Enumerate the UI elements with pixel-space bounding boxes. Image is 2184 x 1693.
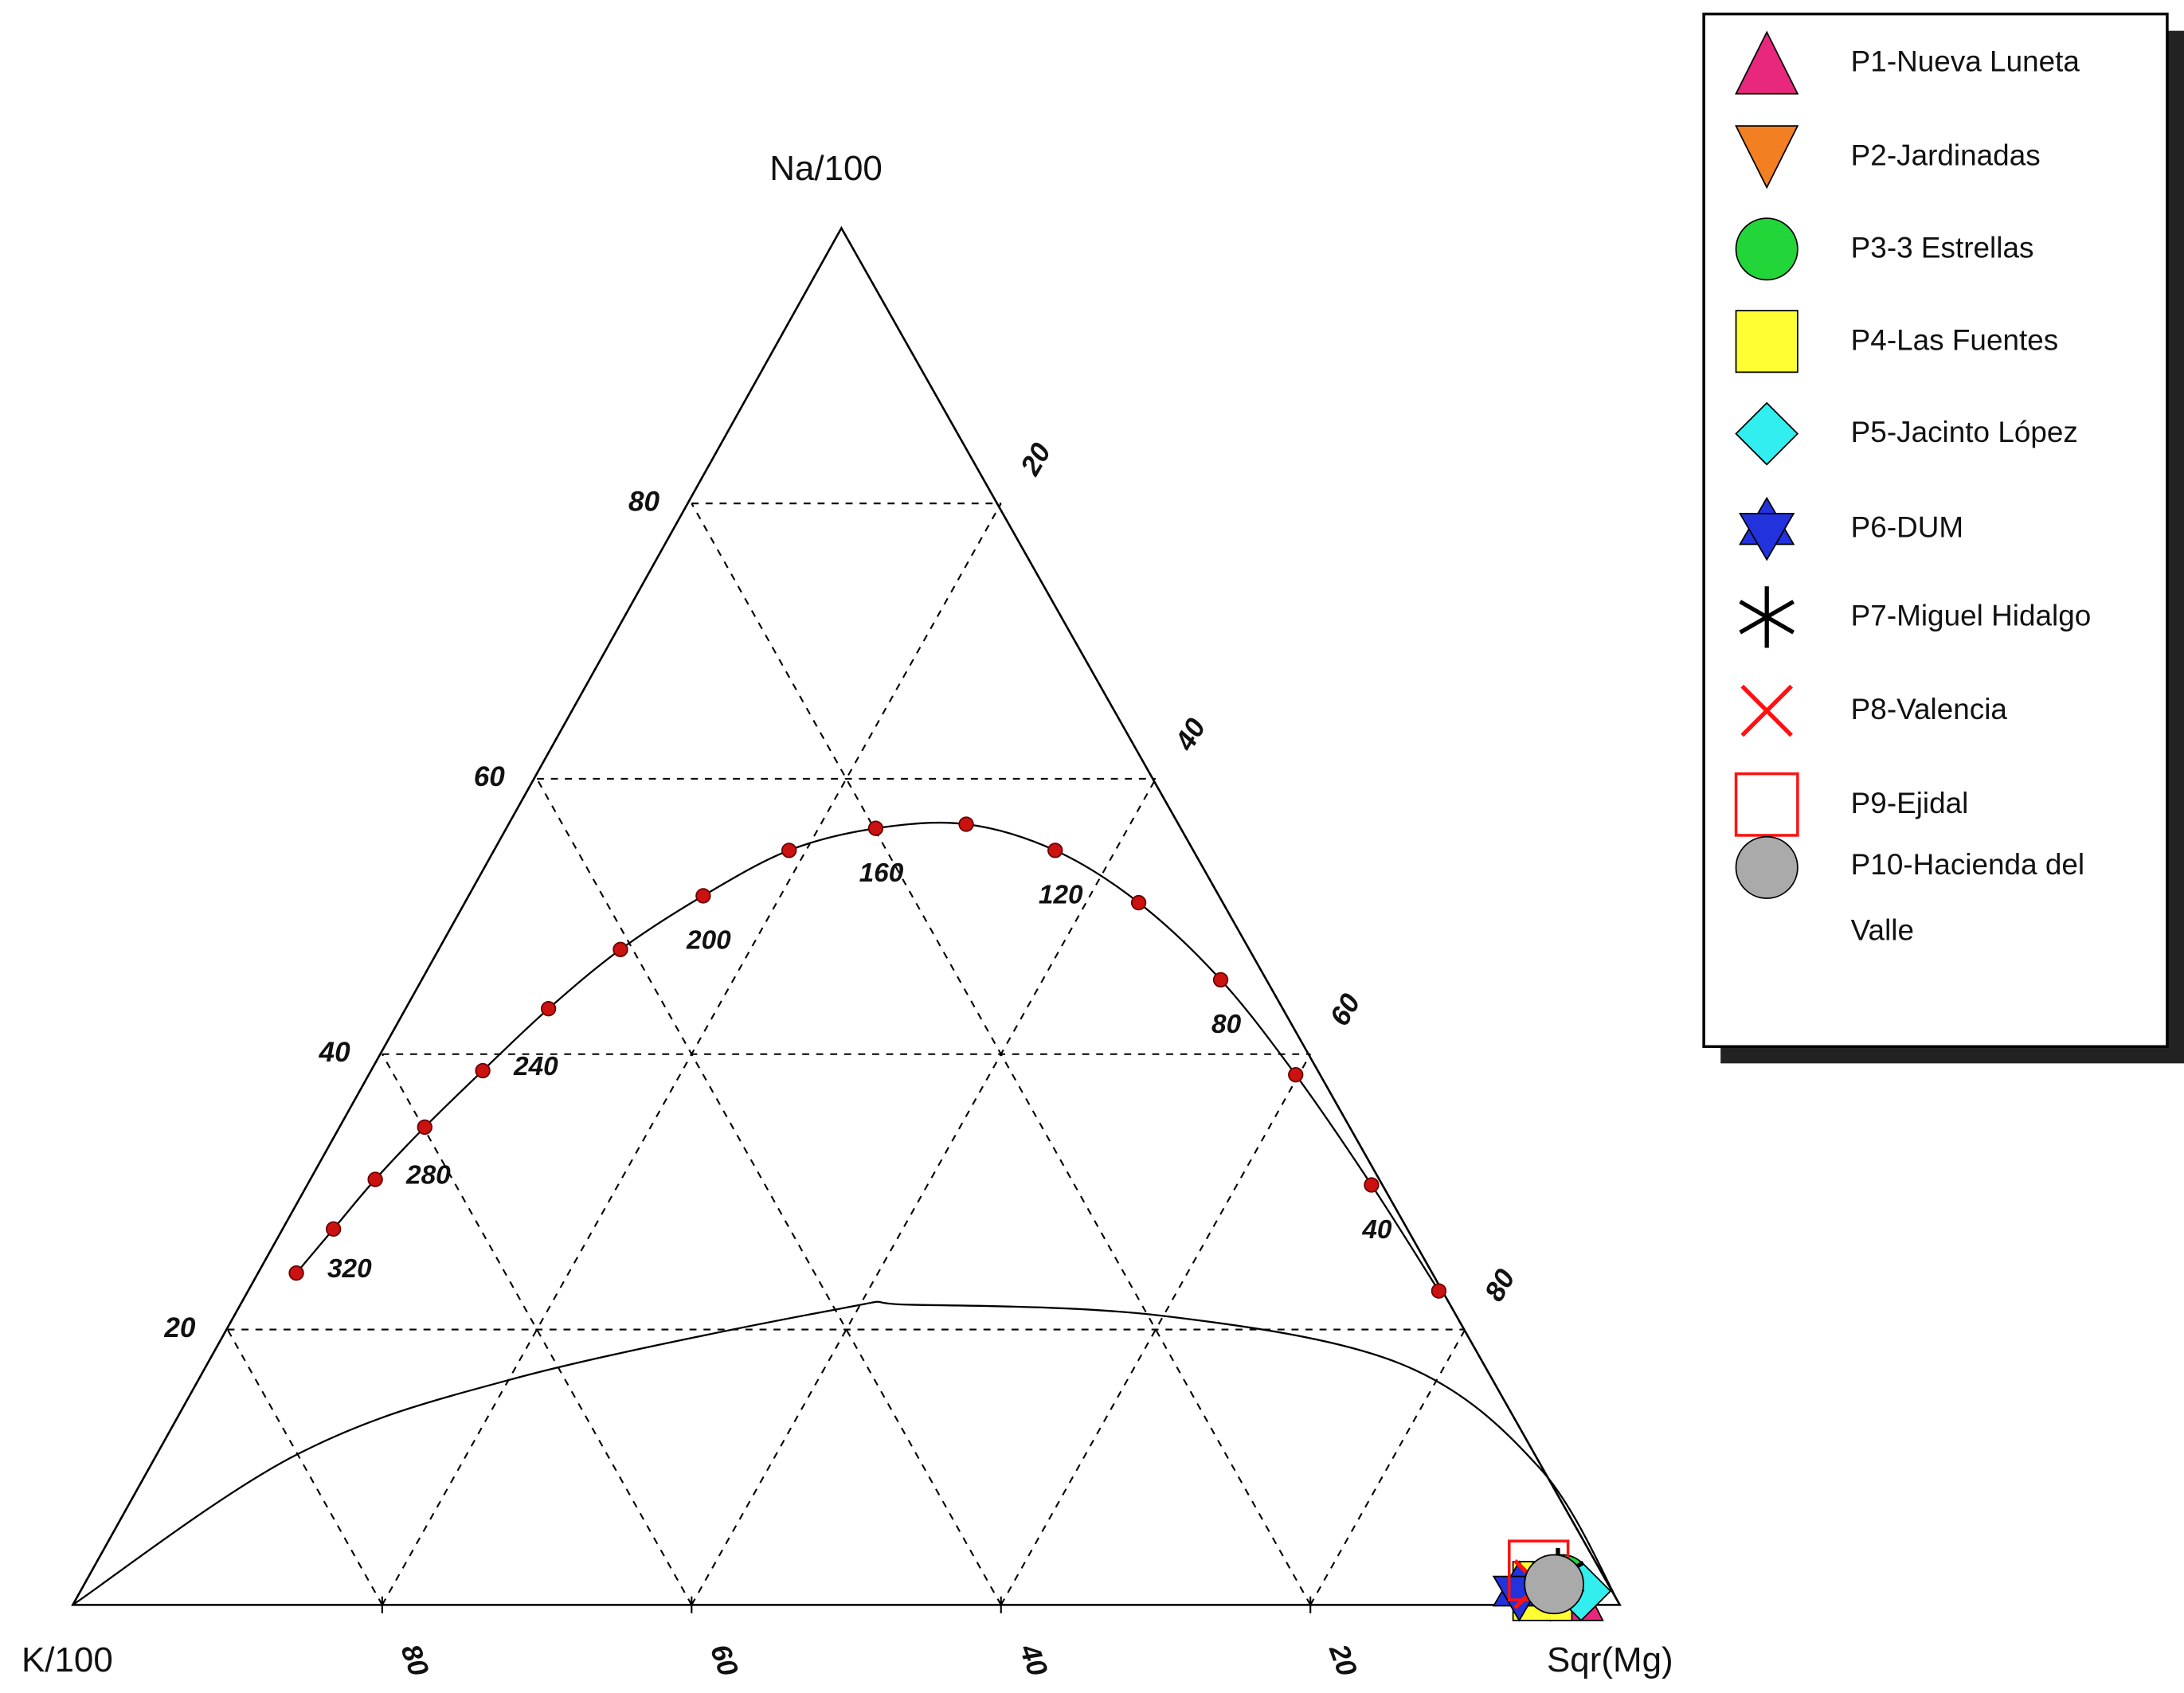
equilibrium-point [367,1171,383,1187]
grid-line [536,778,1002,1605]
marker-shape [1739,512,1795,561]
k-tick-label: 40 [1013,1640,1054,1680]
marker-shape [1735,125,1799,190]
legend-label: P4-Las Fuentes [1850,324,2059,358]
marker-shape [1735,310,1798,373]
legend-label: P6-DUM [1850,512,1964,545]
legend-marker [1735,217,1798,281]
legend-marker [1735,125,1799,190]
grid-line [226,1329,383,1605]
equilibrium-point [1212,972,1229,988]
mg-tick-label: 60 [1324,988,1367,1031]
legend-marker [1740,684,1794,737]
triangle-frame [71,225,1622,1606]
equilibrium-point [1288,1067,1304,1083]
legend-marker [1735,835,1798,899]
legend-entry: P7-Miguel Hidalgo [1850,600,2092,633]
grid-line [691,502,1312,1605]
k-axis-label: K/100 [22,1640,113,1679]
equilibrium-point [695,888,711,904]
legend-entry: P1-Nueva Luneta [1850,45,2080,79]
equilibrium-point [475,1062,491,1079]
marker-shape [1735,217,1798,281]
mg-tick-label: 40 [1169,713,1212,757]
marker-shape [1739,600,1795,635]
equilibrium-point [613,941,628,958]
equilibrium-point [781,843,797,858]
marker-shape [1524,1554,1584,1615]
legend-entry: P9-Ejidal [1850,788,1969,820]
legend-entry: P6-DUM [1850,512,1964,545]
equilibrium-point [1364,1177,1380,1193]
equilibrium-point [288,1265,304,1281]
partial-equilibrium-curve [72,1300,1621,1606]
k-tick-label: 60 [704,1640,744,1680]
legend-entry: P4-Las Fuentes [1850,324,2059,358]
legend-marker [1735,30,1799,95]
legend-label: P3-3 Estrellas [1850,232,2034,265]
legend-marker [1735,401,1799,466]
na-tick-label: 20 [163,1312,196,1343]
k-tick-label: 80 [395,1640,435,1680]
legend-label: P8-Valencia [1850,694,2007,726]
legend-entry: P8-Valencia [1850,694,2007,726]
legend-marker [1739,586,1795,648]
legend-marker [1739,496,1795,561]
full-equilibrium-curve [296,821,1440,1292]
equilibrium-point [1047,843,1063,858]
temperature-label: 160 [859,858,904,888]
legend-label: P10-Hacienda del Valle [1850,849,2085,948]
legend-entry: P3-3 Estrellas [1850,232,2034,265]
na-tick-label: 80 [628,486,660,517]
legend-entry: P2-Jardinadas [1850,139,2041,173]
na-tick-label: 40 [319,1037,351,1068]
marker-shape [1734,772,1799,837]
temperature-label: 320 [327,1254,372,1284]
equilibrium-point [958,816,974,832]
temperature-label: 240 [513,1052,558,1081]
legend-label: P5-Jacinto López [1850,416,2078,450]
legend-marker [1735,310,1798,373]
legend-label: P2-Jardinadas [1850,139,2041,173]
legend-label: P7-Miguel Hidalgo [1850,600,2092,633]
marker-shape [1740,684,1794,737]
temperature-label: 40 [1361,1215,1392,1245]
mg-axis-label: Sqr(Mg) [1547,1640,1673,1679]
temperature-label: 280 [405,1160,451,1190]
marker [1524,1554,1584,1615]
legend-label: P1-Nueva Luneta [1850,45,2080,79]
temperature-label: 80 [1211,1010,1242,1039]
temperature-label: 120 [1039,881,1083,910]
grid-line [1309,1329,1466,1605]
legend-entry: P5-Jacinto López [1850,416,2078,450]
equilibrium-point [326,1221,342,1237]
equilibrium-point [540,1001,557,1017]
k-tick-label: 20 [1323,1640,1364,1680]
marker-shape [1735,401,1799,466]
equilibrium-point [1130,894,1147,911]
marker-shape [1735,835,1798,899]
legend-marker [1734,772,1799,837]
na-axis-label: Na/100 [769,149,883,188]
temperature-label: 200 [686,926,731,956]
mg-tick-label: 20 [1014,438,1057,482]
legend-label: P9-Ejidal [1850,788,1969,820]
mg-tick-label: 80 [1479,1264,1522,1307]
marker-shape [1735,30,1799,95]
equilibrium-point [1431,1283,1447,1299]
legend-entry: P10-Hacienda del Valle [1850,849,2085,948]
equilibrium-point [417,1119,432,1136]
grid-line [691,778,1157,1605]
na-tick-label: 60 [474,761,506,792]
equilibrium-point [867,820,884,836]
